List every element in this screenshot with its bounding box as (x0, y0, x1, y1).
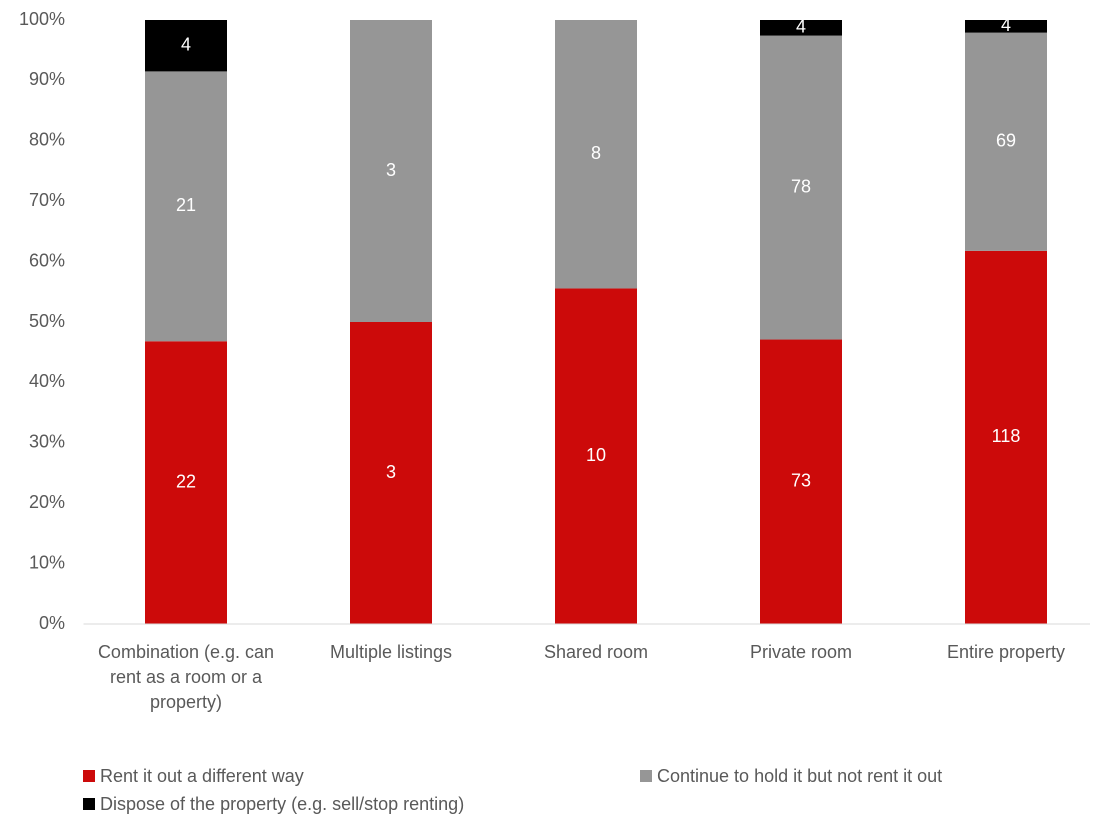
legend-label: Dispose of the property (e.g. sell/stop … (100, 794, 465, 814)
bar-segment (760, 35, 842, 340)
bar-segment (965, 20, 1047, 33)
legend-item: Rent it out a different way (83, 766, 304, 787)
y-tick-label: 90% (29, 69, 65, 89)
bar-segment (760, 339, 842, 624)
data-label: 73 (791, 471, 811, 491)
data-label: 8 (591, 143, 601, 163)
x-tick-label: Private room (749, 642, 853, 662)
y-tick-label: 80% (29, 130, 65, 150)
data-label: 10 (586, 445, 606, 465)
y-tick-label: 30% (29, 432, 65, 452)
data-label: 22 (176, 471, 196, 491)
legend-swatch (83, 770, 95, 782)
bar-segment (555, 20, 637, 289)
legend-swatch (83, 798, 95, 810)
data-label: 4 (1001, 15, 1011, 35)
y-tick-label: 10% (29, 552, 65, 572)
data-label: 4 (796, 17, 806, 37)
legend-swatch (640, 770, 652, 782)
data-label: 118 (992, 426, 1021, 446)
data-label: 3 (386, 462, 396, 482)
y-tick-label: 70% (29, 190, 65, 210)
bar-segment (350, 20, 432, 322)
data-label: 21 (176, 195, 196, 215)
x-tick-label: Multiple listings (329, 642, 453, 662)
legend-item: Dispose of the property (e.g. sell/stop … (83, 794, 464, 815)
y-tick-label: 20% (29, 492, 65, 512)
data-label: 69 (996, 130, 1016, 150)
bar-segment (965, 32, 1047, 251)
data-label: 4 (181, 34, 191, 54)
legend-label: Rent it out a different way (100, 766, 304, 786)
bar-segment (965, 250, 1047, 624)
y-tick-label: 40% (29, 371, 65, 391)
y-tick-label: 60% (29, 250, 65, 270)
bar-segment (145, 341, 227, 624)
x-tick-label: Shared room (543, 642, 649, 662)
y-tick-label: 0% (39, 613, 65, 633)
bar-segment (760, 20, 842, 36)
bar-segment (145, 20, 227, 72)
x-tick-label: Entire property (946, 642, 1066, 662)
y-tick-label: 100% (19, 9, 65, 29)
bar-segment (555, 288, 637, 624)
y-tick-label: 50% (29, 311, 65, 331)
x-tick-label: Combination (e.g. can rent as a room or … (97, 642, 275, 712)
legend-label: Continue to hold it but not rent it out (657, 766, 943, 786)
data-label: 78 (791, 176, 811, 196)
bar-segment (350, 322, 432, 624)
legend-item: Continue to hold it but not rent it out (640, 766, 942, 787)
bar-segment (145, 71, 227, 342)
data-label: 3 (386, 160, 396, 180)
